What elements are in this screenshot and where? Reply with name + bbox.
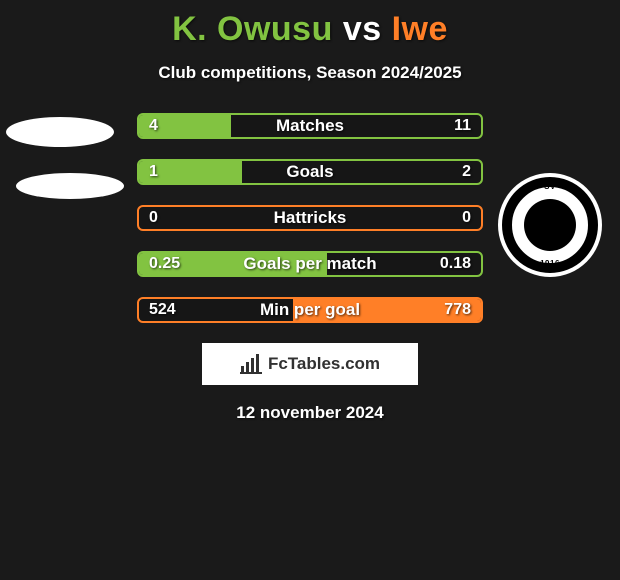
player2-name: Iwe	[392, 10, 448, 48]
stat-label: Hattricks	[139, 207, 481, 229]
stat-bars: 4Matches11 1Goals2 0Hattricks0 0.25Goals pe…	[137, 113, 483, 323]
stat-row: 524Min per goal778	[137, 297, 483, 323]
club-logo-left-2	[16, 173, 124, 199]
date-label: 12 november 2024	[0, 403, 620, 423]
stat-label: Matches	[139, 115, 481, 137]
stat-value-right: 2	[462, 161, 471, 183]
stat-value-right: 778	[444, 299, 471, 321]
sandhausen-badge: SV 1916	[498, 173, 602, 277]
stat-row: 0Hattricks0	[137, 205, 483, 231]
club-logo-left-1	[6, 117, 114, 147]
stat-value-right: 0.18	[440, 253, 471, 275]
stat-row: 1Goals2	[137, 159, 483, 185]
badge-inner	[524, 199, 576, 251]
vs-text: vs	[343, 10, 382, 48]
stat-row: 0.25Goals per match0.18	[137, 251, 483, 277]
brand-box: FcTables.com	[202, 343, 418, 385]
stat-row: 4Matches11	[137, 113, 483, 139]
bar-chart-icon	[240, 354, 262, 374]
player1-name: K. Owusu	[172, 10, 333, 48]
content-area: SV 1916 4Matches11 1Goals2 0Hattricks0 0.25…	[0, 113, 620, 423]
badge-text-bottom: 1916	[498, 259, 602, 268]
subtitle: Club competitions, Season 2024/2025	[0, 63, 620, 83]
brand-label: FcTables.com	[268, 354, 380, 374]
club-logo-right: SV 1916	[498, 173, 602, 277]
comparison-title: K. Owusu vs Iwe	[0, 0, 620, 49]
stat-label: Min per goal	[139, 299, 481, 321]
stat-value-right: 0	[462, 207, 471, 229]
stat-value-right: 11	[454, 115, 471, 137]
stat-label: Goals	[139, 161, 481, 183]
badge-text-top: SV	[498, 182, 602, 191]
stat-label: Goals per match	[139, 253, 481, 275]
